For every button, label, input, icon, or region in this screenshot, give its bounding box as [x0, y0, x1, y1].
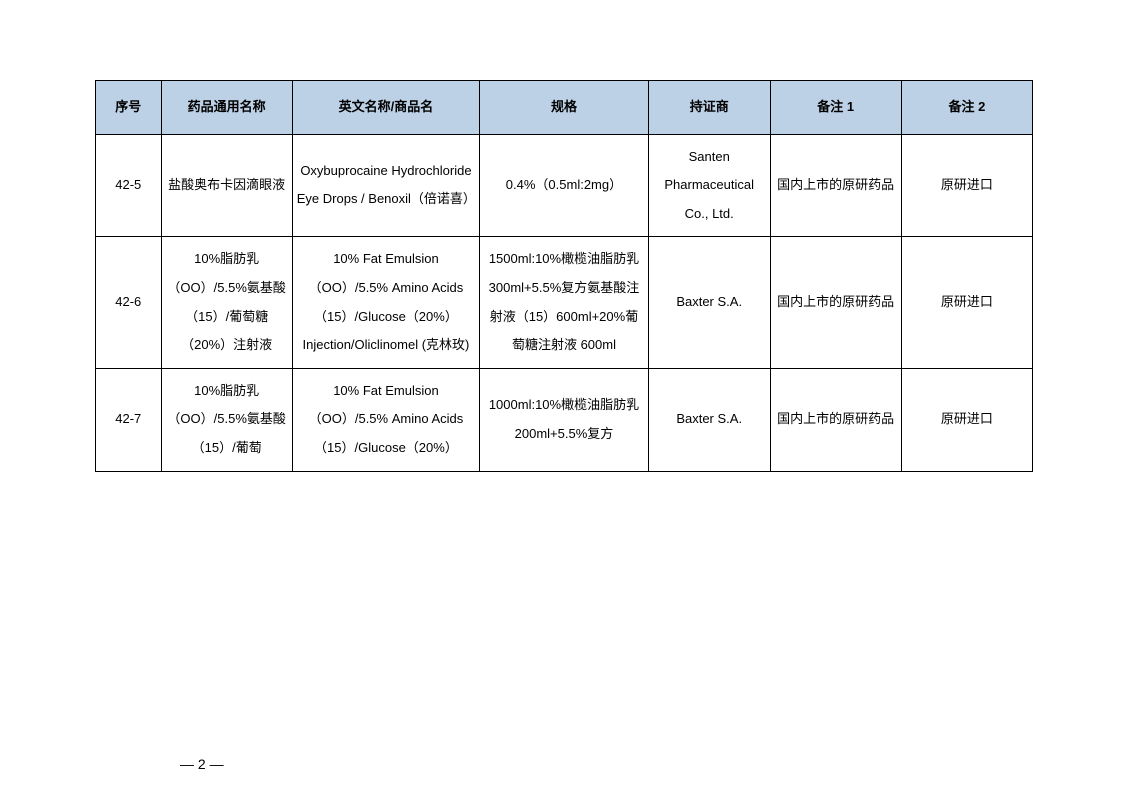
cell-holder: Baxter S.A. — [648, 237, 770, 368]
cell-seq: 42-7 — [96, 368, 162, 471]
cell-remark1: 国内上市的原研药品 — [770, 368, 901, 471]
page-number: — 2 — — [180, 756, 224, 772]
col-header-remark1: 备注 1 — [770, 81, 901, 135]
cell-remark2: 原研进口 — [901, 368, 1032, 471]
cell-remark1: 国内上市的原研药品 — [770, 134, 901, 237]
col-header-holder: 持证商 — [648, 81, 770, 135]
cell-seq: 42-5 — [96, 134, 162, 237]
cell-remark2: 原研进口 — [901, 237, 1032, 368]
cell-seq: 42-6 — [96, 237, 162, 368]
drug-table: 序号 药品通用名称 英文名称/商品名 规格 持证商 备注 1 备注 2 42-5… — [95, 80, 1033, 472]
document-page: 序号 药品通用名称 英文名称/商品名 规格 持证商 备注 1 备注 2 42-5… — [0, 0, 1128, 800]
col-header-generic-name: 药品通用名称 — [161, 81, 292, 135]
cell-holder: Baxter S.A. — [648, 368, 770, 471]
cell-spec: 1000ml:10%橄榄油脂肪乳 200ml+5.5%复方 — [480, 368, 649, 471]
cell-spec: 1500ml:10%橄榄油脂肪乳 300ml+5.5%复方氨基酸注射液（15）6… — [480, 237, 649, 368]
col-header-seq: 序号 — [96, 81, 162, 135]
cell-generic-name: 盐酸奥布卡因滴眼液 — [161, 134, 292, 237]
cell-english-name: Oxybuprocaine Hydrochloride Eye Drops / … — [292, 134, 479, 237]
table-row: 42-7 10%脂肪乳（OO）/5.5%氨基酸（15）/葡萄 10% Fat E… — [96, 368, 1033, 471]
col-header-spec: 规格 — [480, 81, 649, 135]
cell-generic-name: 10%脂肪乳（OO）/5.5%氨基酸（15）/葡萄 — [161, 368, 292, 471]
table-row: 42-6 10%脂肪乳（OO）/5.5%氨基酸（15）/葡萄糖（20%）注射液 … — [96, 237, 1033, 368]
cell-remark2: 原研进口 — [901, 134, 1032, 237]
cell-english-name: 10% Fat Emulsion（OO）/5.5% Amino Acids（15… — [292, 368, 479, 471]
cell-spec: 0.4%（0.5ml:2mg） — [480, 134, 649, 237]
cell-holder: Santen Pharmaceutical Co., Ltd. — [648, 134, 770, 237]
table-row: 42-5 盐酸奥布卡因滴眼液 Oxybuprocaine Hydrochlori… — [96, 134, 1033, 237]
col-header-english-name: 英文名称/商品名 — [292, 81, 479, 135]
cell-generic-name: 10%脂肪乳（OO）/5.5%氨基酸（15）/葡萄糖（20%）注射液 — [161, 237, 292, 368]
cell-remark1: 国内上市的原研药品 — [770, 237, 901, 368]
col-header-remark2: 备注 2 — [901, 81, 1032, 135]
table-header-row: 序号 药品通用名称 英文名称/商品名 规格 持证商 备注 1 备注 2 — [96, 81, 1033, 135]
cell-english-name: 10% Fat Emulsion（OO）/5.5% Amino Acids（15… — [292, 237, 479, 368]
